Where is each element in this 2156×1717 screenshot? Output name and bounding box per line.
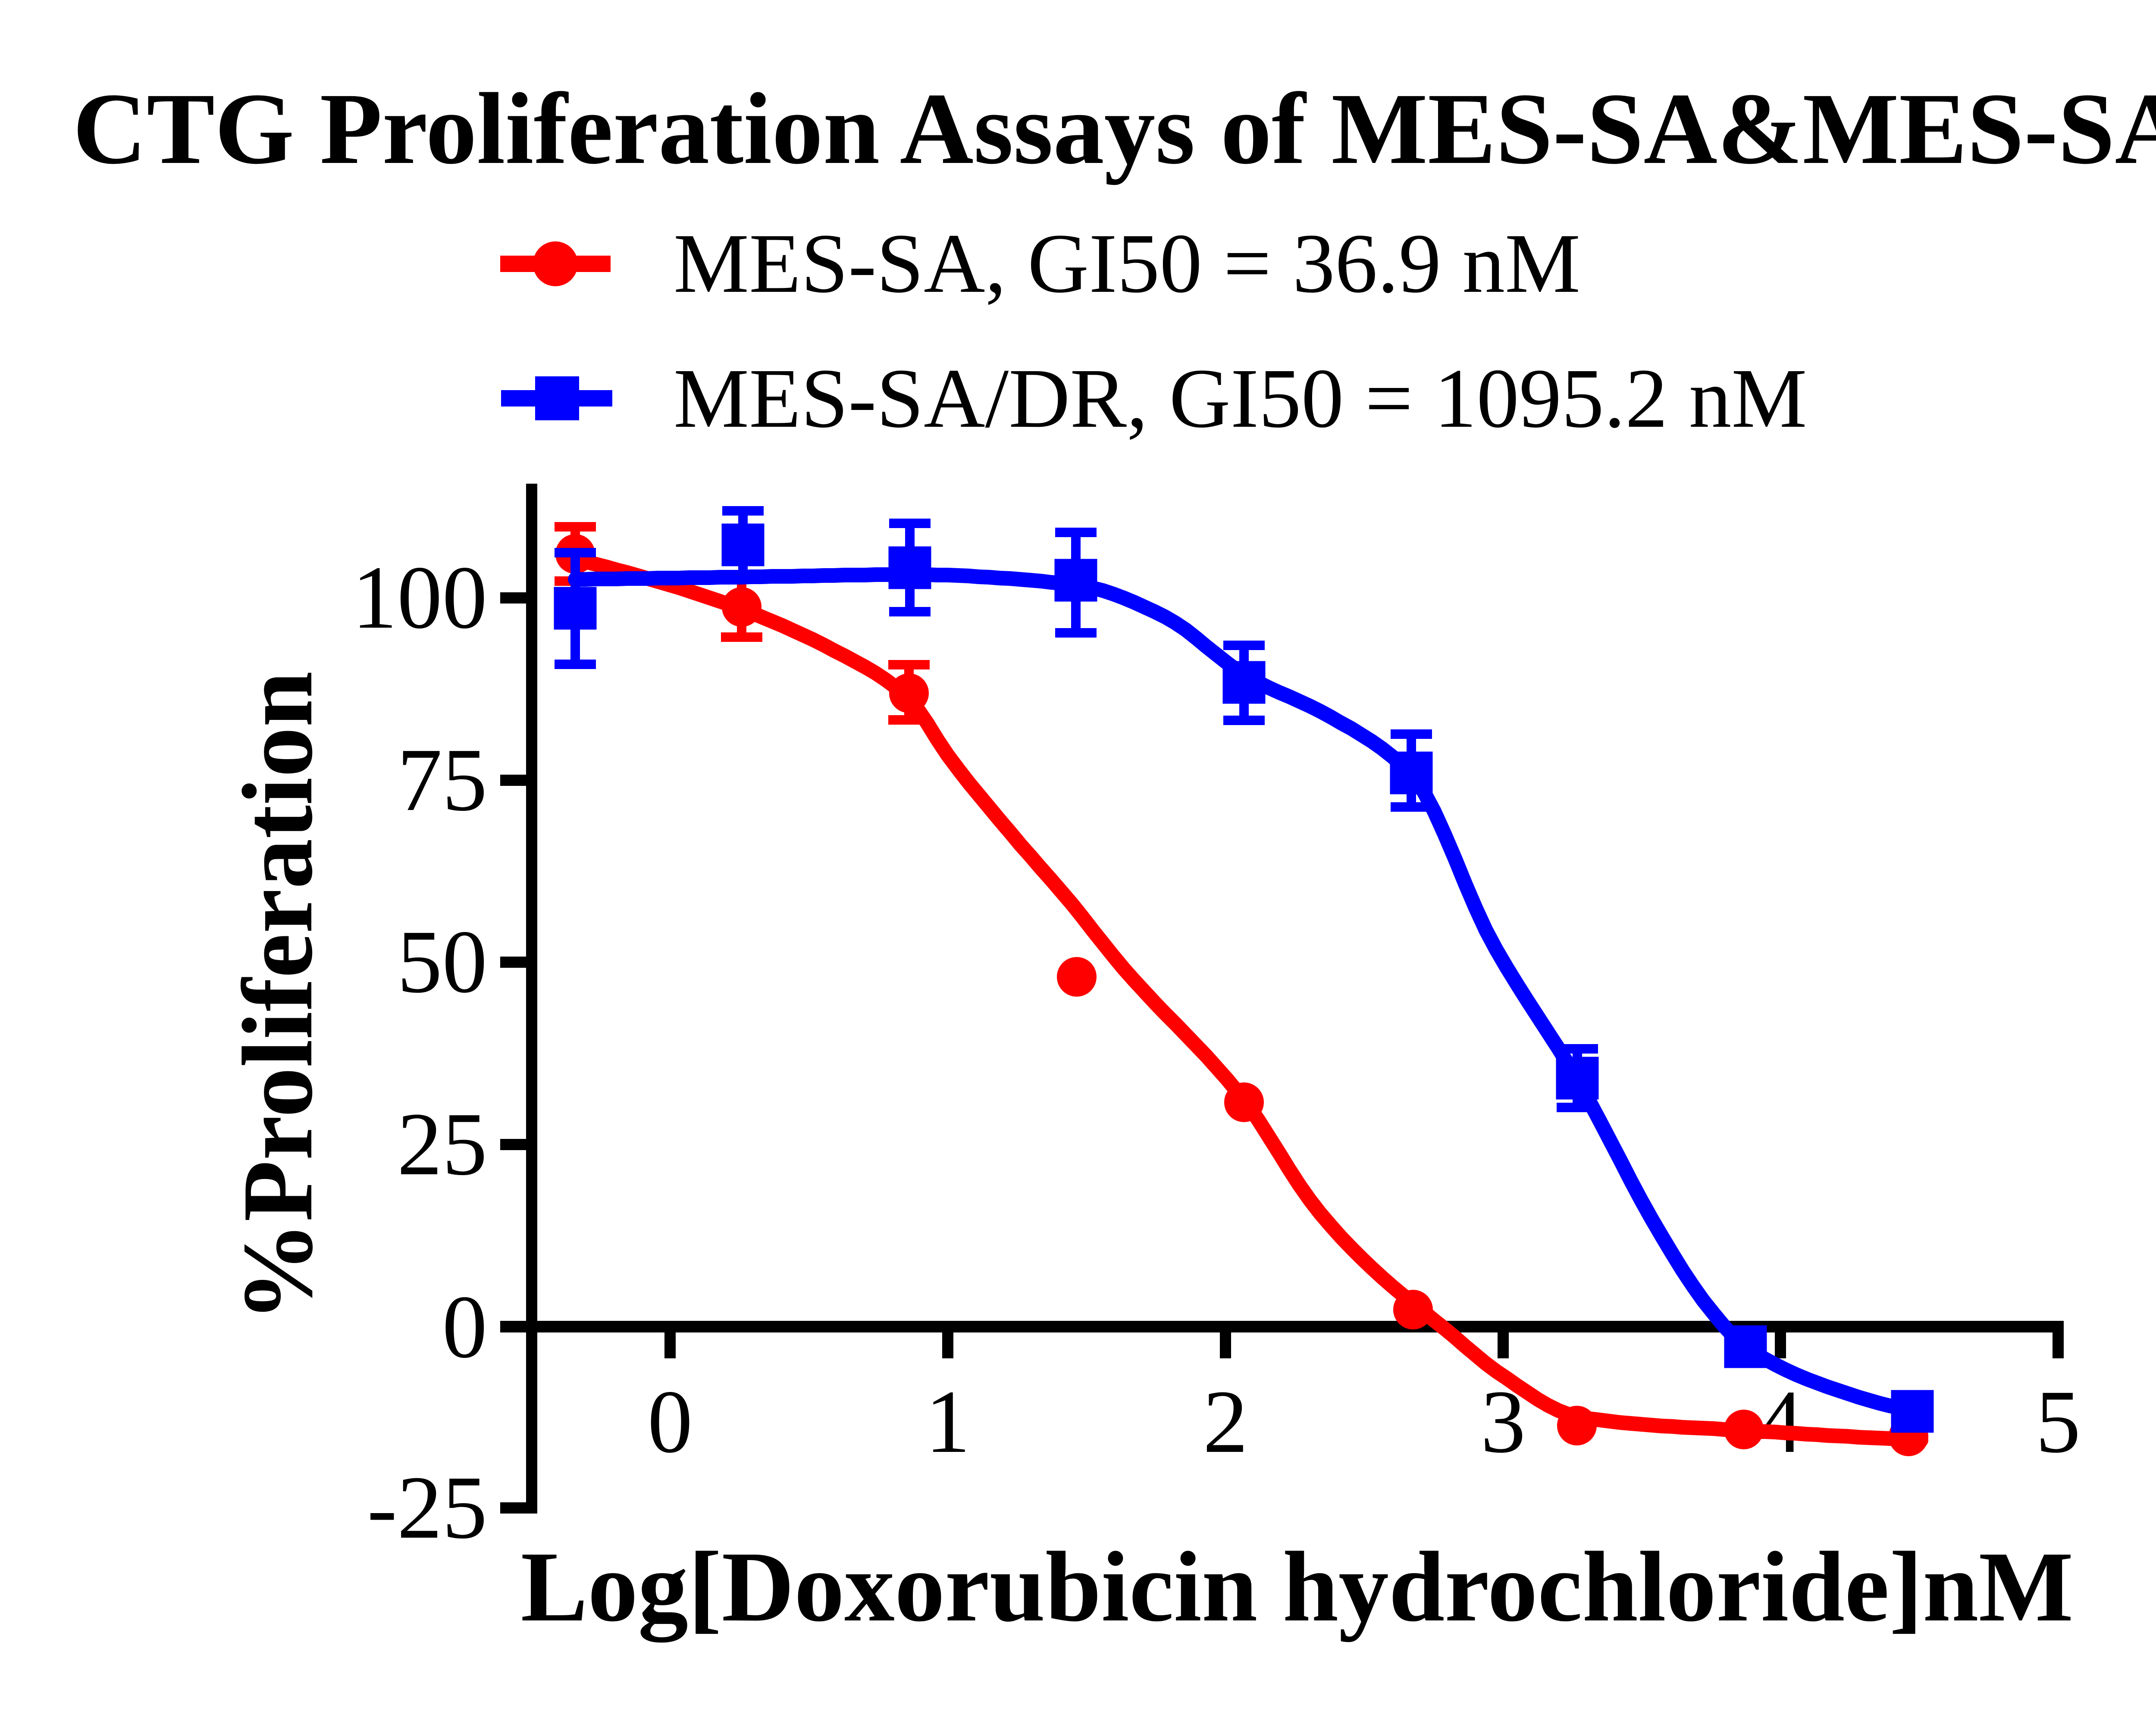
svg-text:0: 0 bbox=[648, 1372, 693, 1472]
svg-text:1: 1 bbox=[925, 1372, 971, 1472]
svg-text:Log[Doxorubicin hydrochloride]: Log[Doxorubicin hydrochloride]nM bbox=[521, 1531, 2074, 1643]
svg-text:50: 50 bbox=[397, 912, 487, 1012]
svg-text:MES-SA, GI50 = 36.9 nM: MES-SA, GI50 = 36.9 nM bbox=[674, 216, 1580, 310]
svg-text:100: 100 bbox=[352, 548, 488, 647]
svg-text:25: 25 bbox=[397, 1095, 487, 1194]
svg-text:0: 0 bbox=[442, 1277, 488, 1377]
svg-text:CTG Proliferation Assays of ME: CTG Proliferation Assays of MES-SA&MES-S… bbox=[73, 72, 2156, 185]
svg-text:-25: -25 bbox=[367, 1458, 487, 1557]
svg-text:5: 5 bbox=[2036, 1372, 2081, 1472]
svg-text:%Proliferation: %Proliferation bbox=[222, 671, 333, 1322]
svg-text:75: 75 bbox=[397, 730, 487, 830]
svg-text:MES-SA/DR, GI50 = 1095.2 nM: MES-SA/DR, GI50 = 1095.2 nM bbox=[674, 351, 1807, 445]
svg-text:2: 2 bbox=[1203, 1372, 1248, 1472]
svg-text:4: 4 bbox=[1758, 1372, 1803, 1472]
